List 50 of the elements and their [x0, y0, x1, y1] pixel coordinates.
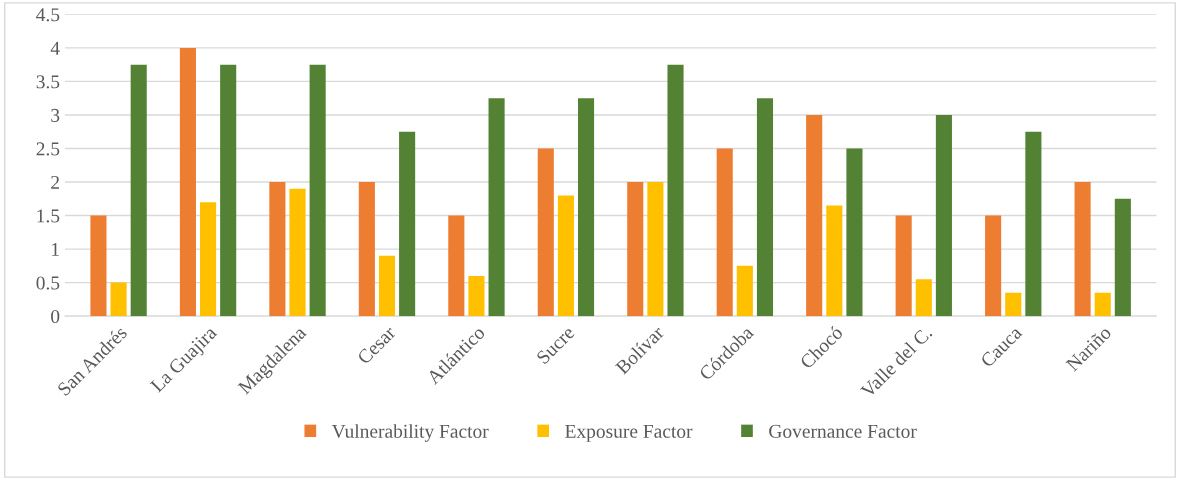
y-tick-label: 1.5 — [37, 209, 60, 223]
bar — [1005, 292, 1022, 317]
bar — [667, 64, 684, 317]
y-tick-label: 3.5 — [36, 75, 60, 89]
bar — [289, 188, 306, 317]
bar — [358, 182, 375, 317]
bar — [647, 182, 664, 317]
bar — [468, 275, 485, 317]
y-tick-label: 2 — [51, 175, 59, 189]
bar — [806, 114, 823, 317]
bar — [895, 215, 912, 317]
bar — [1074, 182, 1091, 317]
y-tick-label: 0 — [51, 309, 60, 324]
y-tick-label: 4 — [50, 41, 60, 55]
bar — [448, 215, 465, 317]
bar — [200, 202, 217, 317]
bar — [985, 215, 1002, 317]
bar — [309, 64, 326, 317]
y-tick-label: 0.5 — [36, 276, 60, 290]
bar — [826, 205, 843, 317]
x-tick-label: Valle del C. — [859, 325, 933, 399]
bar — [756, 98, 774, 317]
bar — [716, 148, 733, 317]
bar — [220, 64, 237, 317]
bar — [110, 282, 127, 317]
bar — [378, 255, 396, 317]
bar — [537, 148, 554, 317]
bar — [627, 182, 644, 317]
bar — [1094, 292, 1111, 317]
bar — [179, 47, 196, 317]
legend-label: Vulnerability Factor — [331, 424, 489, 442]
legend-label: Exposure Factor — [565, 424, 693, 442]
y-tick-label: 1 — [52, 242, 59, 256]
y-tick-label: 2.5 — [36, 142, 60, 156]
bar — [846, 148, 863, 317]
y-tick-label: 3 — [51, 108, 60, 122]
legend-label: Governance Factor — [769, 424, 917, 438]
bar — [1025, 131, 1042, 317]
bar — [577, 98, 595, 317]
bar — [915, 279, 932, 317]
bar — [935, 114, 952, 317]
bar — [90, 215, 107, 317]
y-tick-label: 4.5 — [36, 8, 60, 22]
bar — [736, 265, 753, 317]
bar — [488, 98, 505, 317]
bar — [130, 64, 147, 317]
bar — [399, 131, 416, 317]
bar — [1114, 198, 1131, 317]
bar — [269, 182, 286, 317]
bar — [557, 195, 574, 317]
